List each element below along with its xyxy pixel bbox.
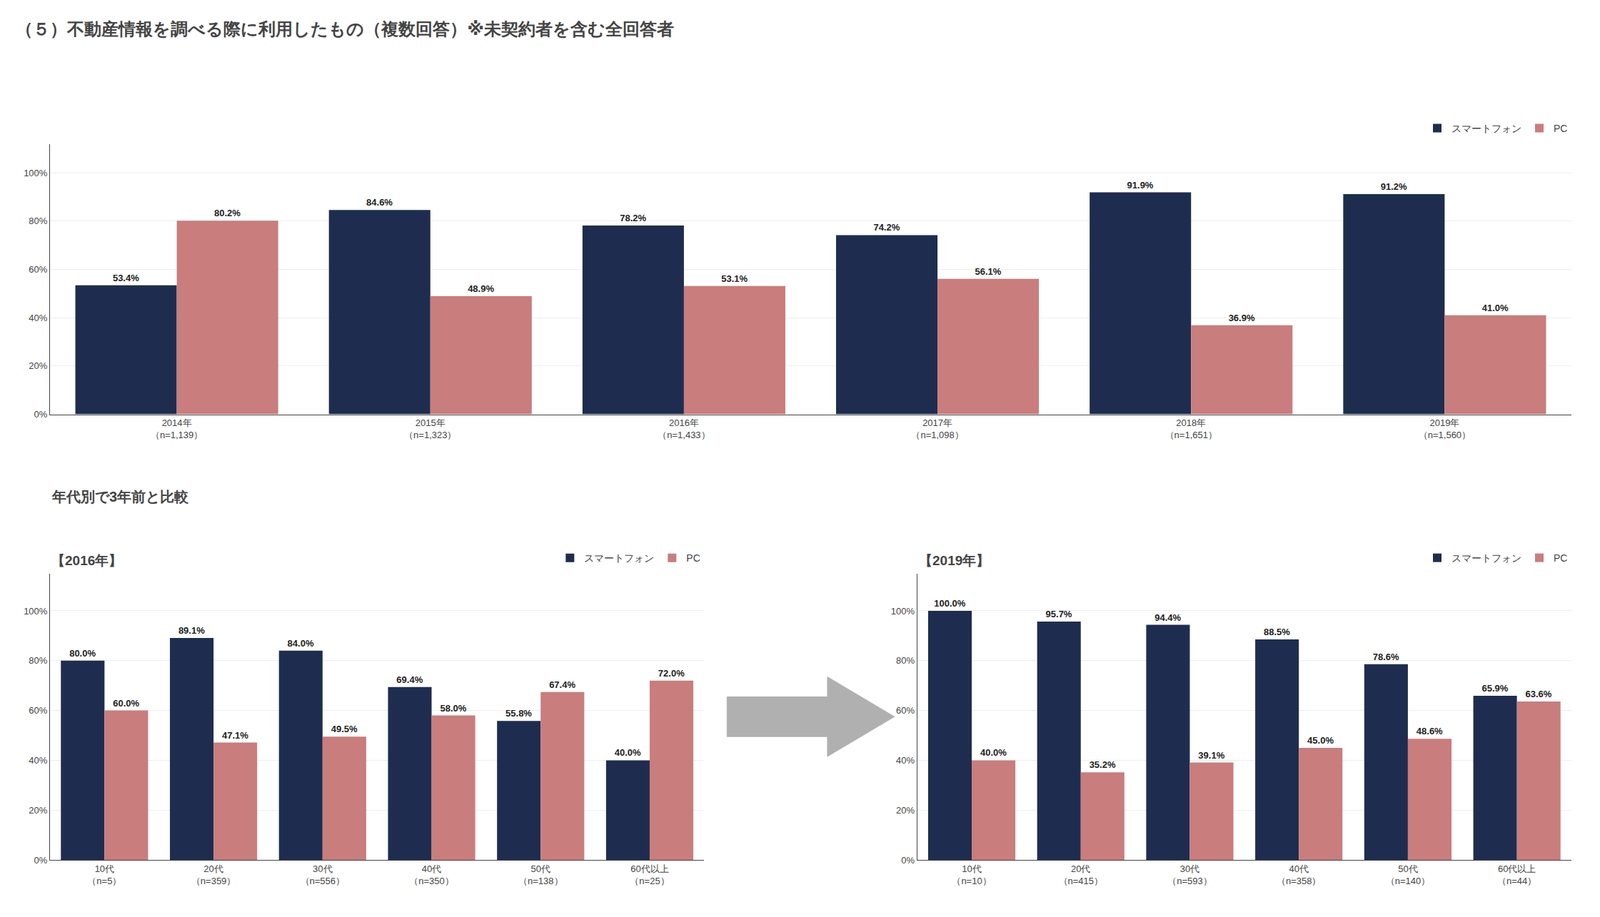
svg-text:69.4%: 69.4% [396, 674, 423, 686]
svg-text:10代（n=5）: 10代（n=5） [87, 863, 122, 887]
svg-text:84.6%: 84.6% [366, 197, 393, 208]
svg-text:40代（n=350）: 40代（n=350） [409, 863, 455, 887]
svg-text:100%: 100% [891, 606, 916, 617]
svg-text:PC: PC [686, 552, 700, 565]
svg-text:2017年（n=1,098）: 2017年（n=1,098） [911, 417, 964, 441]
svg-text:53.4%: 53.4% [112, 272, 140, 284]
svg-text:20%: 20% [28, 805, 48, 817]
svg-text:30代（n=556）: 30代（n=556） [300, 863, 346, 887]
svg-text:20%: 20% [896, 805, 915, 817]
svg-text:0%: 0% [34, 855, 48, 867]
svg-text:36.9%: 36.9% [1228, 312, 1256, 324]
svg-text:48.6%: 48.6% [1416, 726, 1443, 737]
svg-text:80%: 80% [896, 655, 915, 667]
svg-text:74.2%: 74.2% [873, 222, 900, 233]
svg-text:2016年（n=1,433）: 2016年（n=1,433） [657, 417, 710, 441]
svg-text:年代別で3年前と比較: 年代別で3年前と比較 [51, 489, 190, 505]
svg-text:80%: 80% [28, 655, 48, 667]
svg-text:58.0%: 58.0% [439, 703, 467, 714]
svg-text:40%: 40% [896, 755, 915, 767]
svg-text:60%: 60% [28, 705, 48, 717]
svg-text:35.2%: 35.2% [1089, 759, 1116, 771]
svg-text:20%: 20% [28, 360, 48, 372]
svg-text:10代（n=10）: 10代（n=10） [951, 863, 991, 887]
svg-text:20代（n=415）: 20代（n=415） [1058, 863, 1104, 887]
svg-text:【2019年】: 【2019年】 [918, 553, 990, 569]
svg-text:41.0%: 41.0% [1482, 302, 1509, 314]
svg-text:94.4%: 94.4% [1154, 612, 1181, 624]
svg-text:2015年（n=1,323）: 2015年（n=1,323） [404, 417, 457, 441]
svg-text:スマートフォン: スマートフォン [584, 552, 654, 565]
svg-text:49.5%: 49.5% [331, 723, 358, 735]
svg-text:100.0%: 100.0% [933, 598, 966, 610]
svg-text:50代（n=140）: 50代（n=140） [1385, 863, 1431, 887]
svg-text:100%: 100% [23, 167, 48, 179]
svg-text:40代（n=358）: 40代（n=358） [1276, 863, 1322, 887]
svg-text:72.0%: 72.0% [658, 668, 685, 679]
svg-text:60.0%: 60.0% [112, 698, 140, 709]
svg-text:60代以上（n=44）: 60代以上（n=44） [1497, 863, 1537, 887]
svg-text:60%: 60% [28, 264, 48, 275]
svg-text:スマートフォン: スマートフォン [1451, 122, 1522, 135]
svg-text:56.1%: 56.1% [974, 266, 1001, 278]
svg-text:40.0%: 40.0% [614, 747, 642, 759]
svg-text:67.4%: 67.4% [549, 679, 576, 691]
svg-text:PC: PC [1553, 552, 1568, 565]
svg-text:80.0%: 80.0% [69, 648, 96, 659]
svg-text:48.9%: 48.9% [467, 283, 495, 295]
svg-text:78.6%: 78.6% [1372, 651, 1400, 663]
svg-text:65.9%: 65.9% [1481, 683, 1508, 694]
svg-text:PC: PC [1553, 122, 1568, 135]
svg-text:2019年（n=1,560）: 2019年（n=1,560） [1418, 417, 1471, 441]
svg-text:2018年（n=1,651）: 2018年（n=1,651） [1165, 417, 1218, 441]
svg-text:20代（n=359）: 20代（n=359） [191, 863, 237, 887]
svg-text:80%: 80% [28, 215, 48, 227]
svg-text:84.0%: 84.0% [287, 638, 315, 649]
svg-text:100%: 100% [23, 606, 48, 617]
svg-text:60%: 60% [896, 705, 915, 717]
svg-text:80.2%: 80.2% [214, 207, 241, 219]
svg-text:63.6%: 63.6% [1525, 688, 1553, 700]
svg-text:88.5%: 88.5% [1263, 626, 1291, 638]
svg-text:30代（n=593）: 30代（n=593） [1167, 863, 1213, 887]
svg-text:スマートフォン: スマートフォン [1451, 552, 1522, 565]
svg-text:2014年（n=1,139）: 2014年（n=1,139） [150, 417, 203, 441]
svg-text:0%: 0% [901, 855, 915, 867]
svg-text:0%: 0% [34, 409, 48, 420]
svg-text:【2016年】: 【2016年】 [51, 553, 123, 569]
svg-text:89.1%: 89.1% [178, 625, 205, 637]
svg-text:47.1%: 47.1% [222, 730, 249, 742]
svg-text:78.2%: 78.2% [619, 212, 647, 224]
svg-text:55.8%: 55.8% [505, 708, 532, 719]
svg-text:40%: 40% [28, 755, 48, 767]
svg-text:40.0%: 40.0% [980, 747, 1007, 759]
svg-text:39.1%: 39.1% [1198, 750, 1225, 762]
svg-text:45.0%: 45.0% [1307, 735, 1334, 747]
svg-text:（５）不動産情報を調べる際に利用したもの（複数回答）※未契約: （５）不動産情報を調べる際に利用したもの（複数回答）※未契約者を含む全回答者 [15, 19, 674, 39]
svg-text:60代以上（n=25）: 60代以上（n=25） [629, 863, 669, 887]
svg-text:91.9%: 91.9% [1127, 179, 1154, 191]
svg-text:53.1%: 53.1% [721, 273, 748, 285]
svg-text:40%: 40% [28, 312, 48, 324]
svg-text:50代（n=138）: 50代（n=138） [518, 863, 564, 887]
svg-text:91.2%: 91.2% [1380, 181, 1408, 193]
svg-text:95.7%: 95.7% [1045, 609, 1073, 620]
